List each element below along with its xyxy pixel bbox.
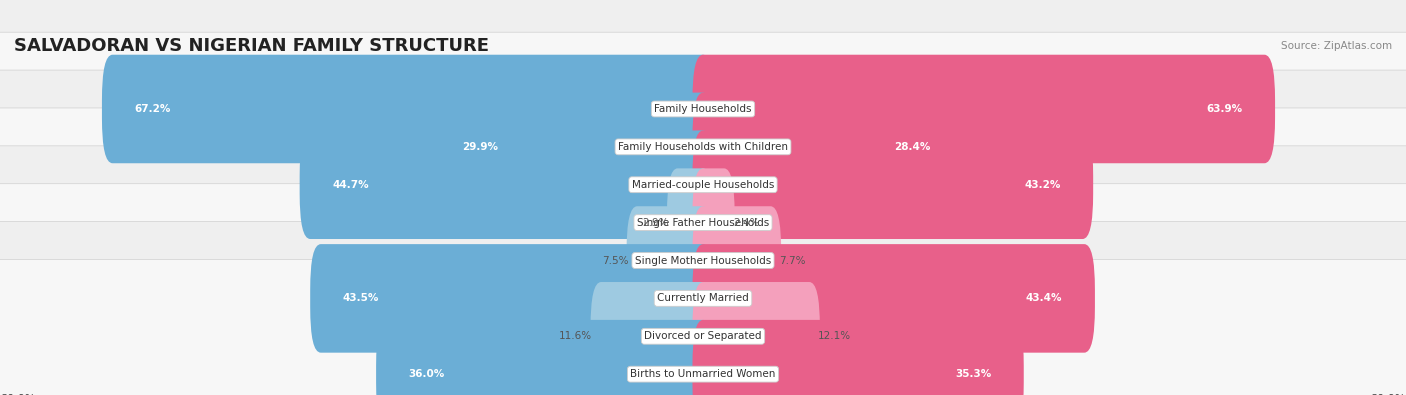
FancyBboxPatch shape — [693, 55, 1275, 163]
FancyBboxPatch shape — [693, 92, 963, 201]
FancyBboxPatch shape — [311, 244, 713, 353]
FancyBboxPatch shape — [430, 92, 713, 201]
FancyBboxPatch shape — [0, 260, 1406, 395]
Text: 2.9%: 2.9% — [643, 218, 669, 228]
Text: Divorced or Separated: Divorced or Separated — [644, 331, 762, 341]
Text: 2.4%: 2.4% — [733, 218, 759, 228]
Text: Single Father Households: Single Father Households — [637, 218, 769, 228]
Text: 43.4%: 43.4% — [1026, 293, 1063, 303]
FancyBboxPatch shape — [0, 0, 1406, 224]
Text: 29.9%: 29.9% — [463, 142, 498, 152]
FancyBboxPatch shape — [693, 206, 782, 315]
FancyBboxPatch shape — [0, 108, 1406, 337]
Text: 28.4%: 28.4% — [894, 142, 931, 152]
FancyBboxPatch shape — [627, 206, 713, 315]
Text: Family Households with Children: Family Households with Children — [619, 142, 787, 152]
Text: Source: ZipAtlas.com: Source: ZipAtlas.com — [1281, 41, 1392, 51]
Text: Family Households: Family Households — [654, 104, 752, 114]
FancyBboxPatch shape — [0, 146, 1406, 375]
Text: 11.6%: 11.6% — [560, 331, 592, 341]
Text: Births to Unmarried Women: Births to Unmarried Women — [630, 369, 776, 379]
Legend: Salvadoran, Nigerian: Salvadoran, Nigerian — [0, 391, 87, 395]
FancyBboxPatch shape — [591, 282, 713, 391]
FancyBboxPatch shape — [666, 168, 713, 277]
Text: Currently Married: Currently Married — [657, 293, 749, 303]
FancyBboxPatch shape — [0, 184, 1406, 395]
FancyBboxPatch shape — [101, 55, 714, 163]
FancyBboxPatch shape — [0, 222, 1406, 395]
Text: 12.1%: 12.1% — [818, 331, 851, 341]
Text: 44.7%: 44.7% — [332, 180, 368, 190]
FancyBboxPatch shape — [0, 32, 1406, 261]
FancyBboxPatch shape — [693, 130, 1094, 239]
Text: 63.9%: 63.9% — [1206, 104, 1243, 114]
Text: 7.7%: 7.7% — [779, 256, 806, 265]
FancyBboxPatch shape — [299, 130, 713, 239]
Text: 7.5%: 7.5% — [602, 256, 628, 265]
Text: Single Mother Households: Single Mother Households — [636, 256, 770, 265]
Text: 36.0%: 36.0% — [409, 369, 444, 379]
Text: 43.5%: 43.5% — [343, 293, 380, 303]
FancyBboxPatch shape — [693, 244, 1095, 353]
FancyBboxPatch shape — [693, 320, 1024, 395]
Text: 80.0%: 80.0% — [0, 394, 35, 395]
Text: SALVADORAN VS NIGERIAN FAMILY STRUCTURE: SALVADORAN VS NIGERIAN FAMILY STRUCTURE — [14, 37, 489, 55]
FancyBboxPatch shape — [693, 168, 734, 277]
FancyBboxPatch shape — [0, 70, 1406, 299]
Text: 35.3%: 35.3% — [955, 369, 991, 379]
Text: 67.2%: 67.2% — [135, 104, 170, 114]
FancyBboxPatch shape — [375, 320, 713, 395]
Text: 43.2%: 43.2% — [1025, 180, 1060, 190]
Text: 80.0%: 80.0% — [1371, 394, 1406, 395]
FancyBboxPatch shape — [693, 282, 820, 391]
Text: Married-couple Households: Married-couple Households — [631, 180, 775, 190]
